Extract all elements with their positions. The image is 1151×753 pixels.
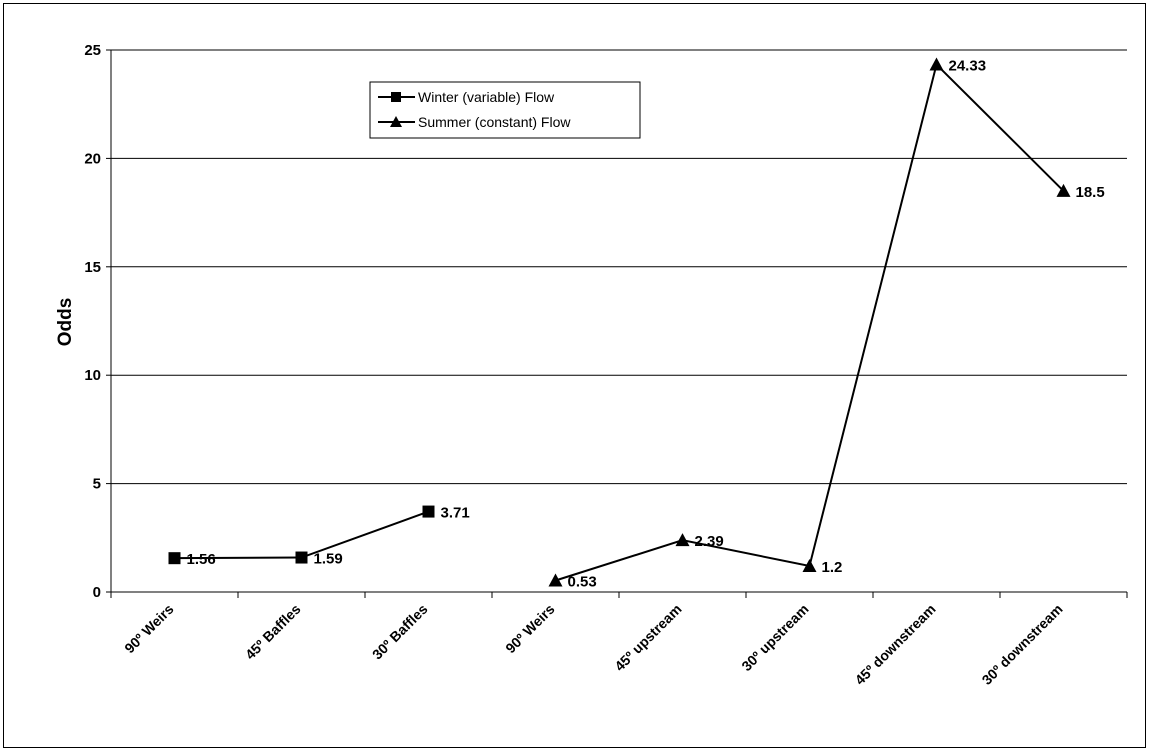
series [168, 57, 1071, 587]
triangle-marker [802, 558, 817, 572]
triangle-marker [548, 573, 563, 587]
legend-summer-label: Summer (constant) Flow [418, 114, 571, 130]
data-label: 24.33 [949, 58, 987, 75]
triangle-marker [675, 533, 690, 547]
x-category-label: 45º upstream [611, 601, 684, 674]
data-label: 2.39 [695, 533, 724, 550]
square-marker [168, 552, 181, 565]
axes: 0 5 10 15 20 25 90º Weirs 45º Baffles 30º Baffle… [84, 42, 1128, 688]
x-category-label: 45º Baffles [242, 601, 304, 663]
y-tick-label: 15 [84, 259, 101, 276]
legend-summer-triangle-marker [390, 116, 402, 127]
y-tick-label: 20 [84, 150, 101, 167]
x-category-label: 30º downstream [979, 601, 1066, 688]
legend-box [369, 81, 641, 139]
series-line-2 [555, 62, 1065, 582]
y-tick-label: 5 [93, 476, 101, 493]
legend-winter-label: Winter (variable) Flow [418, 89, 555, 105]
x-category-label: 90º Weirs [121, 601, 177, 657]
y-tick-label: 25 [84, 42, 101, 59]
data-label: 18.5 [1076, 184, 1105, 201]
data-labels: 1.56 1.59 3.71 0.53 2.39 1.2 24.33 18.5 [187, 58, 1105, 591]
gridlines [111, 49, 1127, 485]
y-tick-label: 0 [93, 584, 101, 601]
legend-winter-square-marker [391, 92, 401, 102]
data-label: 0.53 [568, 574, 597, 591]
x-category-label: 90º Weirs [502, 601, 558, 657]
x-category-label: 30º Baffles [369, 601, 431, 663]
y-axis-title: Odds [55, 298, 76, 347]
triangle-marker [929, 57, 944, 71]
square-marker [295, 551, 308, 564]
triangle-marker [1056, 183, 1071, 197]
x-category-label: 30º upstream [738, 601, 811, 674]
data-label: 3.71 [441, 505, 470, 522]
data-label: 1.56 [187, 551, 216, 568]
y-tick-label: 10 [84, 367, 101, 384]
data-label: 1.59 [314, 551, 343, 568]
data-label: 1.2 [822, 559, 843, 576]
legend: Winter (variable) Flow Summer (constant)… [369, 81, 641, 139]
x-category-label: 45º downstream [852, 601, 939, 688]
square-marker [422, 505, 435, 518]
